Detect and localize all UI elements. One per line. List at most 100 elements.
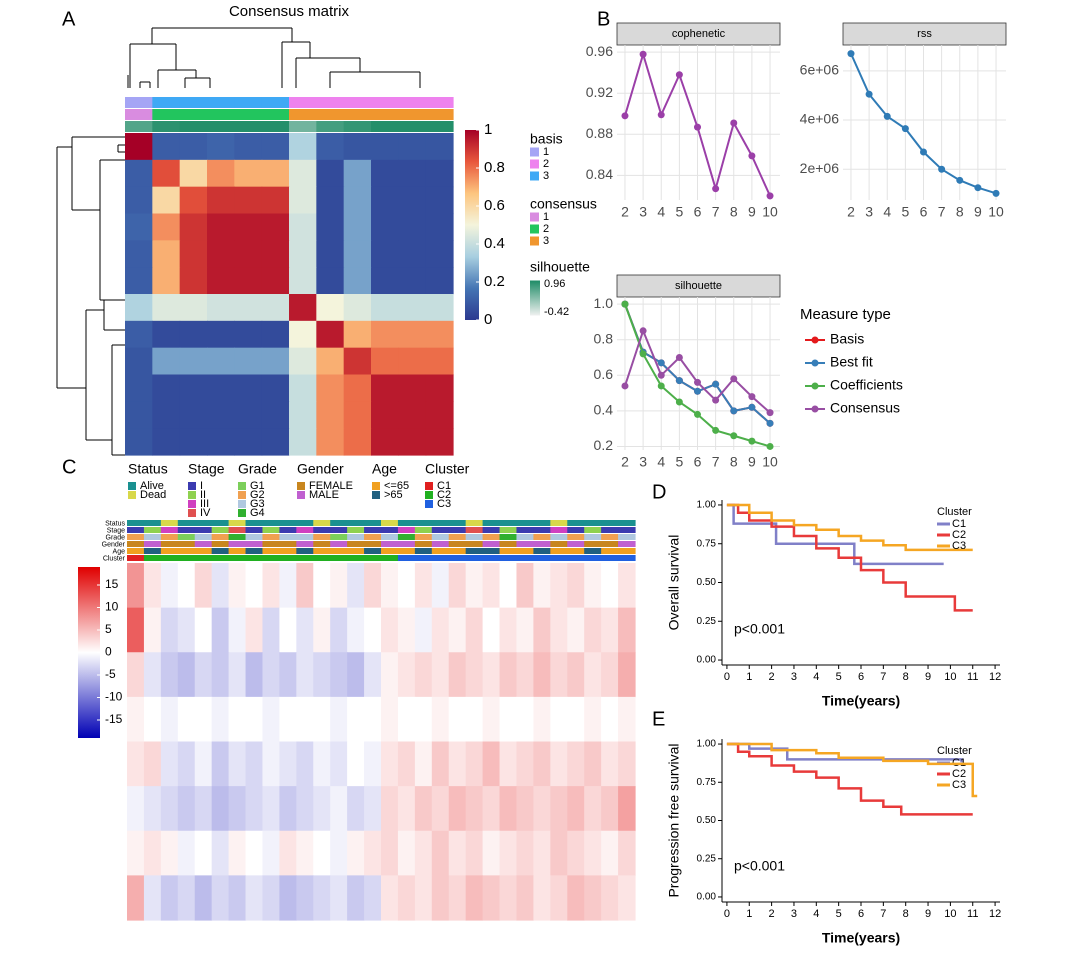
heatmap-cell (516, 652, 534, 698)
annotation-cell (343, 109, 372, 120)
point (621, 382, 629, 390)
annotation-cell (316, 109, 345, 120)
point (938, 165, 946, 173)
annotation-cell (364, 534, 382, 540)
heatmap-cell (143, 875, 162, 921)
heatmap-cell (125, 133, 153, 161)
heatmap-cell (431, 830, 450, 876)
legend-label: C2 (952, 529, 966, 541)
annotation-cell (414, 520, 433, 526)
heatmap-cell (152, 213, 181, 241)
annotation-cell (533, 555, 551, 561)
heatmap-cell (228, 563, 247, 609)
annotation-cell (160, 541, 179, 547)
x-tick-label: 1 (746, 908, 752, 920)
annotation-cell (194, 555, 213, 561)
point (766, 419, 774, 427)
legend-label: III (200, 498, 209, 510)
x-tick-label: 1 (746, 671, 752, 683)
heatmap-cell (533, 696, 551, 743)
x-tick-label: 5 (836, 671, 842, 683)
heatmap-cell (516, 875, 534, 921)
heatmap-cell (143, 652, 162, 698)
annotation-cell (296, 555, 314, 561)
annotation-track-label: Cluster (103, 555, 126, 562)
annotation-cell (194, 527, 213, 533)
x-tick-label: 12 (989, 671, 1001, 683)
annotation-cell (584, 548, 602, 554)
heatmap-cell (316, 133, 345, 161)
annotation-cell (245, 541, 264, 547)
heatmap-cell (584, 875, 602, 921)
point (621, 112, 629, 120)
legend-swatch (530, 159, 539, 169)
annotation-cell (296, 534, 314, 540)
annotation-cell (234, 121, 263, 132)
annotation-cell (465, 548, 484, 554)
heatmap-cell (152, 159, 181, 188)
annotation-cell (381, 541, 399, 547)
x-tick-label: 7 (880, 908, 886, 920)
annotation-cell (127, 541, 145, 547)
heatmap-cell (431, 786, 450, 832)
heatmap-cell (343, 347, 372, 376)
heatmap-cell (550, 652, 568, 698)
heatmap-cell (516, 607, 534, 653)
chart-title: Consensus matrix (229, 3, 350, 20)
colorbar-label: 0.6 (484, 197, 505, 214)
heatmap-cell (289, 401, 317, 429)
annotation-cell (262, 534, 280, 540)
legend-label: G1 (250, 480, 265, 492)
heatmap-cell (618, 696, 636, 743)
heatmap-cell (601, 741, 619, 787)
legend-label: C3 (952, 540, 966, 552)
annotation-cell (313, 548, 331, 554)
x-tick-label: 0 (724, 908, 730, 920)
heatmap-cell (211, 652, 230, 698)
annotation-cell (618, 527, 636, 533)
annotation-cell (567, 520, 585, 526)
annotation-cell (125, 121, 153, 132)
heatmap-cell (211, 563, 230, 609)
point (694, 123, 702, 131)
x-tick-label: 6 (694, 204, 702, 220)
heatmap-cell (448, 875, 467, 921)
annotation-cell (125, 109, 153, 120)
heatmap-cell (343, 294, 372, 322)
heatmap-cell (371, 347, 399, 376)
heatmap-cell (179, 401, 208, 429)
annotation-cell (152, 121, 181, 132)
heatmap-cell (601, 875, 619, 921)
annotation-cell (143, 534, 162, 540)
heatmap-cell (179, 428, 208, 456)
heatmap-cell (316, 186, 345, 215)
annotation-track-label: Stage (107, 527, 125, 534)
legend-swatch (128, 482, 136, 490)
heatmap-cell (177, 696, 196, 743)
colorbar (530, 280, 540, 316)
heatmap-cell (261, 133, 290, 161)
heatmap-cell (398, 240, 427, 268)
heatmap-cell (465, 696, 484, 743)
annotation-cell (313, 520, 331, 526)
x-tick-label: 3 (791, 908, 797, 920)
legend-swatch (238, 491, 246, 499)
annotation: p<0.001 (734, 858, 785, 874)
annotation-cell (533, 541, 551, 547)
heatmap-cell (482, 607, 501, 653)
heatmap-cell (431, 563, 450, 609)
annotation-cell (448, 548, 467, 554)
legend-label: C3 (437, 498, 451, 510)
point (865, 90, 873, 98)
legend-swatch (811, 359, 819, 367)
heatmap-cell (234, 428, 263, 456)
heatmap-cell (245, 830, 264, 876)
heatmap-cell (179, 133, 208, 161)
annotation-cell (160, 527, 179, 533)
heatmap-cell (207, 133, 235, 161)
annotation-cell (550, 548, 568, 554)
annotation-cell (279, 534, 297, 540)
legend-title: silhouette (530, 259, 590, 275)
annotation-cell (364, 548, 382, 554)
heatmap-cell (207, 320, 235, 349)
